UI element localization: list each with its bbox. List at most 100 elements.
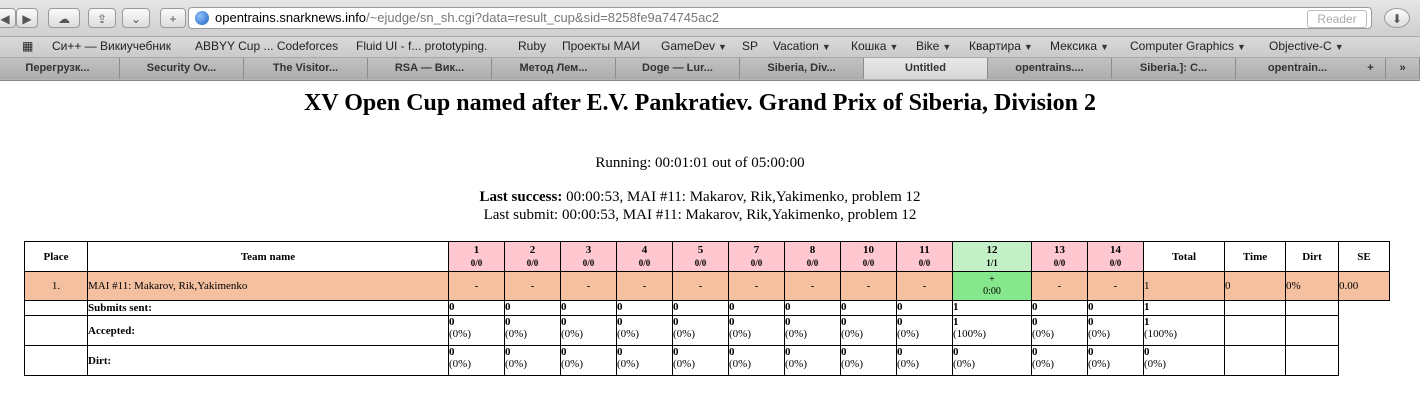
team-dirt: 0% xyxy=(1285,271,1339,301)
header-problem[interactable]: 5 0/0 xyxy=(672,241,729,272)
browser-tab[interactable]: The Visitor... xyxy=(244,58,368,79)
stats-value: 0 xyxy=(729,316,735,328)
browser-tab[interactable]: Doge — Lur... xyxy=(616,58,740,79)
stats-cell: 0 (0%) xyxy=(1087,345,1144,376)
browser-tab[interactable]: Siberia.]: C... xyxy=(1112,58,1236,79)
bookmark-item[interactable]: Bike ▼ xyxy=(916,39,951,53)
header-problem[interactable]: 8 0/0 xyxy=(784,241,841,272)
header-problem[interactable]: 13 0/0 xyxy=(1031,241,1088,272)
icloud-tabs-button[interactable]: ☁ xyxy=(48,8,80,28)
address-bar[interactable]: opentrains.snarknews.info/~ejudge/sn_sh.… xyxy=(188,7,1372,29)
tab-overflow-button[interactable]: » xyxy=(1386,58,1420,79)
stats-cell: 0 xyxy=(896,300,953,316)
problem-ratio: 0/0 xyxy=(470,257,483,268)
forward-button[interactable]: ▶ xyxy=(16,8,38,28)
stats-percent: (0%) xyxy=(561,328,583,340)
stats-value: 1 xyxy=(953,316,959,328)
bookmark-item[interactable]: Vacation ▼ xyxy=(773,39,831,53)
bookmark-item[interactable]: Кошка ▼ xyxy=(851,39,898,53)
header-problem[interactable]: 3 0/0 xyxy=(560,241,617,272)
browser-toolbar: ◀ ▶ ☁ ⇪ ⌄ + opentrains.snarknews.info/~e… xyxy=(0,0,1420,37)
stats-percent: (0%) xyxy=(729,328,751,340)
browser-tab[interactable]: Перегрузк... xyxy=(0,58,120,79)
problem-ratio: 1/1 xyxy=(986,257,998,268)
stats-empty-place xyxy=(24,345,88,376)
bookmark-item[interactable]: Квартира ▼ xyxy=(969,39,1033,53)
stats-percent: (0%) xyxy=(673,328,695,340)
problem-cell: - xyxy=(784,271,841,301)
stats-percent: (0%) xyxy=(1032,328,1054,340)
problem-number: 13 xyxy=(1054,243,1065,256)
stats-cell: 0 (0%) xyxy=(840,345,897,376)
standings-table: Place Team name 1 0/0 2 0/0 3 0/0 4 0/0 5 0/0 7 0/0… xyxy=(24,241,1391,376)
bookmark-item[interactable]: Мексика ▼ xyxy=(1050,39,1109,53)
bookmark-item[interactable]: ABBYY Cup ... Codeforces xyxy=(195,39,338,53)
bookmark-item[interactable]: Си++ — Викиучебник xyxy=(52,39,171,53)
stats-cell: 0 (0%) xyxy=(784,315,841,346)
browser-tab[interactable]: Метод Лем... xyxy=(492,58,616,79)
problem-ratio: 0/0 xyxy=(806,257,819,268)
stats-cell: 0 (0%) xyxy=(560,315,617,346)
problem-cell: - xyxy=(1031,271,1088,301)
stats-value: 0 xyxy=(505,301,511,313)
header-problem[interactable]: 12 1/1 xyxy=(952,241,1032,272)
stats-cell: 0 (0%) xyxy=(616,315,673,346)
header-problem[interactable]: 2 0/0 xyxy=(504,241,561,272)
reader-button[interactable]: Reader xyxy=(1307,10,1367,28)
stats-cell: 1 xyxy=(1143,300,1225,316)
header-problem[interactable]: 14 0/0 xyxy=(1087,241,1144,272)
header-total: Total xyxy=(1143,241,1225,272)
stats-row: Dirt: 0 (0%) 0 (0%) 0 (0%) 0 (0%) 0 (0%) 0 (0%) 0 (0%)… xyxy=(24,345,1391,376)
bookmark-label: Проекты МАИ xyxy=(562,39,641,53)
download-icon[interactable]: ⬇ xyxy=(1384,8,1410,28)
stats-value: 0 xyxy=(897,301,903,313)
browser-tab[interactable]: opentrain... xyxy=(1236,58,1360,79)
stats-value: 0 xyxy=(841,316,847,328)
stats-value: 0 xyxy=(953,346,959,358)
stats-value: 1 xyxy=(1144,301,1150,313)
new-tab-plus-button[interactable]: + xyxy=(160,8,186,28)
stats-percent: (0%) xyxy=(505,358,527,370)
stats-empty xyxy=(1285,315,1339,346)
bookmark-item[interactable]: Проекты МАИ xyxy=(562,39,640,53)
stats-empty xyxy=(1339,346,1390,376)
stats-cell: 0 xyxy=(728,300,785,316)
stats-percent: (0%) xyxy=(841,328,863,340)
bookmark-label: Vacation xyxy=(773,39,819,53)
bookmark-item[interactable]: SP xyxy=(742,39,758,53)
team-place: 1. xyxy=(24,271,88,301)
bookmark-item[interactable]: Objective-C ▼ xyxy=(1269,39,1344,53)
pocket-button[interactable]: ⌄ xyxy=(122,8,150,28)
browser-tab[interactable]: Untitled xyxy=(864,58,988,79)
bookmark-item[interactable]: Ruby xyxy=(518,39,546,53)
stats-value: 0 xyxy=(1144,346,1150,358)
stats-percent: (0%) xyxy=(1144,358,1166,370)
problem-ratio: 0/0 xyxy=(862,257,875,268)
browser-tab[interactable]: Security Ov... xyxy=(120,58,244,79)
bookmark-item[interactable]: Fluid UI - f... prototyping. xyxy=(356,39,487,53)
browser-tab[interactable]: opentrains.... xyxy=(988,58,1112,79)
header-problem[interactable]: 11 0/0 xyxy=(896,241,953,272)
share-button[interactable]: ⇪ xyxy=(88,8,116,28)
stats-value: 0 xyxy=(449,316,455,328)
stats-value: 0 xyxy=(1088,301,1094,313)
bookmark-item[interactable]: Computer Graphics ▼ xyxy=(1130,39,1246,53)
browser-tab[interactable]: Siberia, Div... xyxy=(740,58,864,79)
stats-empty xyxy=(1285,300,1339,316)
new-tab-button[interactable]: + xyxy=(1356,58,1386,79)
header-problem[interactable]: 1 0/0 xyxy=(448,241,505,272)
browser-tab[interactable]: RSA — Вик... xyxy=(368,58,492,79)
stats-percent: (0%) xyxy=(1088,328,1110,340)
stats-value: 0 xyxy=(673,346,679,358)
stats-value: 0 xyxy=(897,316,903,328)
header-problem[interactable]: 4 0/0 xyxy=(616,241,673,272)
stats-percent: (0%) xyxy=(673,358,695,370)
header-problem[interactable]: 7 0/0 xyxy=(728,241,785,272)
back-button[interactable]: ◀ xyxy=(0,8,16,28)
stats-cell: 0 (0%) xyxy=(448,315,505,346)
bookmark-item[interactable]: GameDev ▼ xyxy=(661,39,727,53)
bookmarks-grid-icon[interactable]: ▦ xyxy=(22,39,34,53)
stats-value: 1 xyxy=(953,301,959,313)
header-problem[interactable]: 10 0/0 xyxy=(840,241,897,272)
url-text: opentrains.snarknews.info/~ejudge/sn_sh.… xyxy=(215,8,719,28)
